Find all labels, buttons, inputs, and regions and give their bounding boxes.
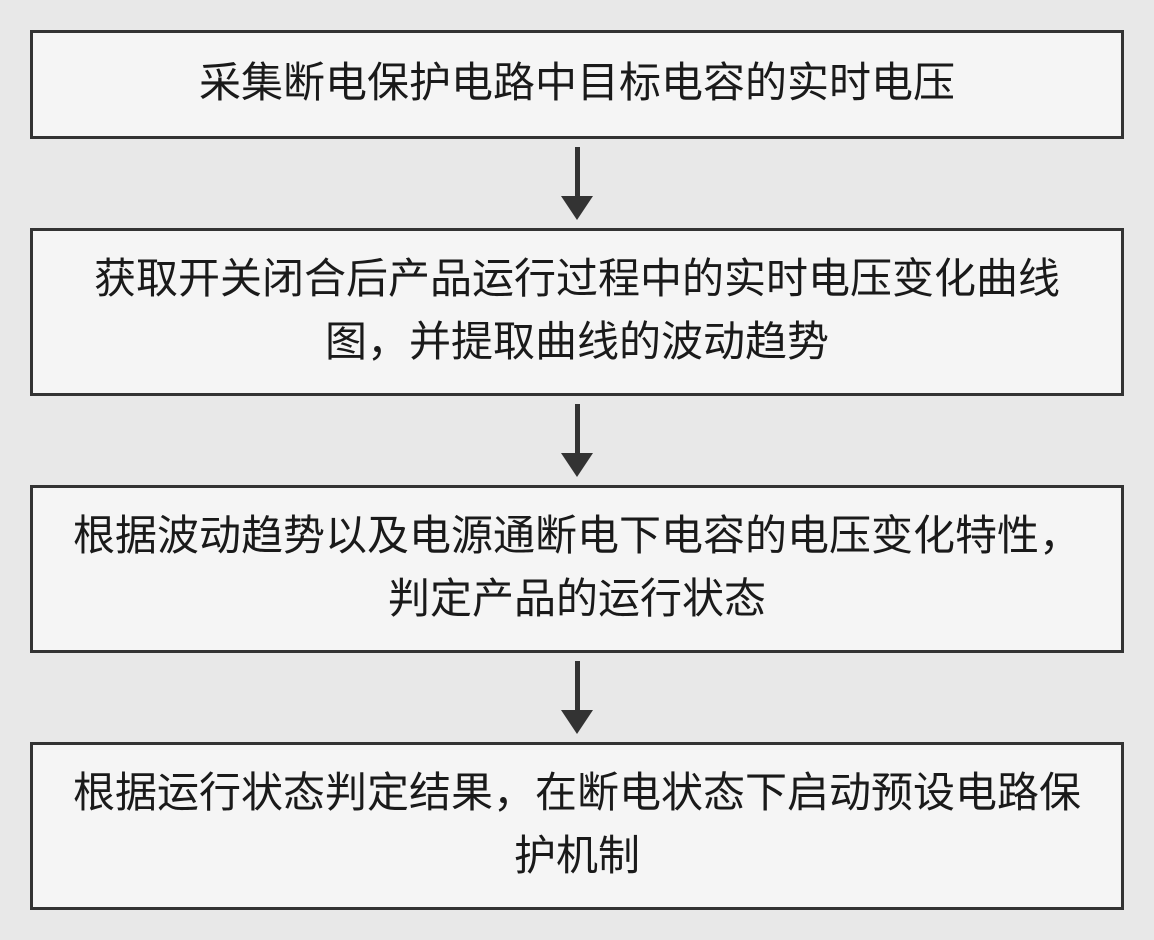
arrow-head-icon xyxy=(561,196,593,220)
arrow-head-icon xyxy=(561,453,593,477)
arrow-1 xyxy=(561,147,593,220)
step-3-text: 根据波动趋势以及电源通断电下电容的电压变化特性，判定产品的运行状态 xyxy=(73,514,1081,623)
arrow-2 xyxy=(561,404,593,477)
flowchart-step-4: 根据运行状态判定结果，在断电状态下启动预设电路保护机制 xyxy=(30,742,1124,910)
arrow-head-icon xyxy=(561,710,593,734)
step-4-text: 根据运行状态判定结果，在断电状态下启动预设电路保护机制 xyxy=(73,771,1081,880)
flowchart-step-3: 根据波动趋势以及电源通断电下电容的电压变化特性，判定产品的运行状态 xyxy=(30,485,1124,653)
arrow-line-icon xyxy=(575,661,580,711)
flowchart-step-2: 获取开关闭合后产品运行过程中的实时电压变化曲线图，并提取曲线的波动趋势 xyxy=(30,228,1124,396)
arrow-line-icon xyxy=(575,404,580,454)
arrow-3 xyxy=(561,661,593,734)
step-1-text: 采集断电保护电路中目标电容的实时电压 xyxy=(199,61,955,107)
arrow-line-icon xyxy=(575,147,580,197)
flowchart-step-1: 采集断电保护电路中目标电容的实时电压 xyxy=(30,30,1124,139)
flowchart-container: 采集断电保护电路中目标电容的实时电压 获取开关闭合后产品运行过程中的实时电压变化… xyxy=(30,30,1124,910)
step-2-text: 获取开关闭合后产品运行过程中的实时电压变化曲线图，并提取曲线的波动趋势 xyxy=(94,257,1060,366)
